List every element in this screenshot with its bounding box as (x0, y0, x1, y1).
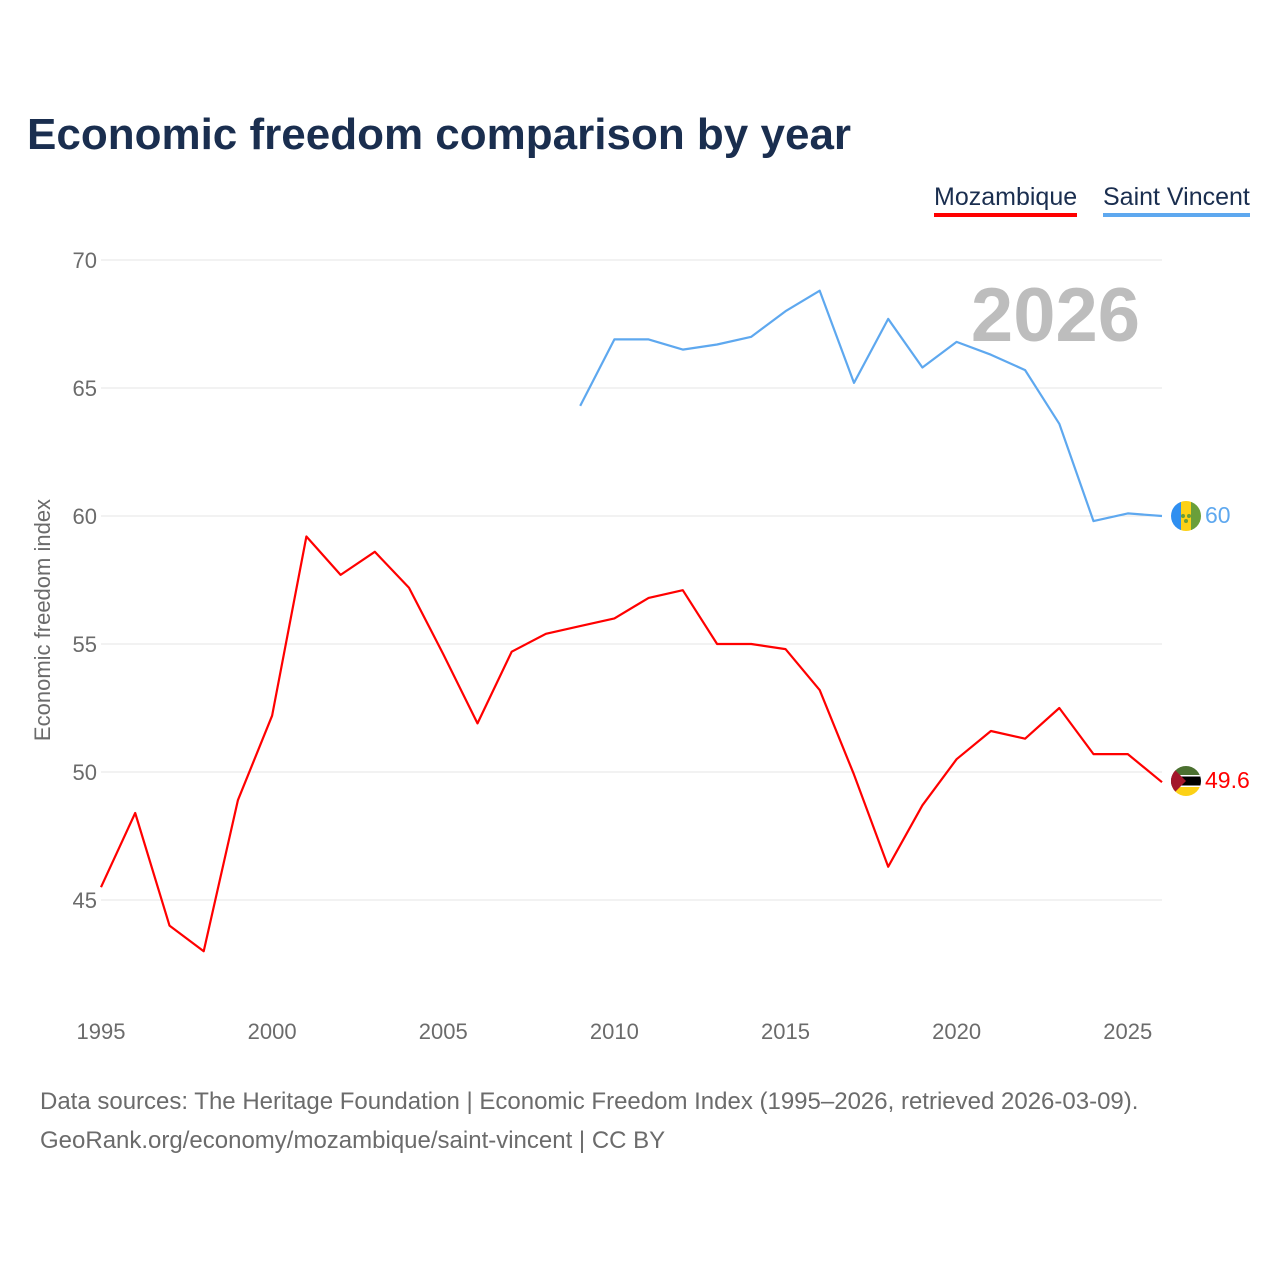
year-watermark: 2026 (971, 273, 1140, 358)
data-point[interactable] (166, 923, 172, 929)
data-point[interactable] (748, 641, 754, 647)
legend-saint-vincent[interactable]: Saint Vincent (1103, 183, 1250, 217)
data-point[interactable] (783, 646, 789, 652)
x-tick-label: 2000 (248, 1019, 297, 1044)
y-tick-label: 55 (73, 632, 97, 657)
data-point[interactable] (611, 615, 617, 621)
data-point[interactable] (406, 585, 412, 591)
data-point[interactable] (680, 587, 686, 593)
data-point[interactable] (577, 623, 583, 629)
y-tick-label: 60 (73, 504, 97, 529)
data-point[interactable] (303, 533, 309, 539)
data-point[interactable] (1022, 367, 1028, 373)
data-point[interactable] (474, 720, 480, 726)
data-point[interactable] (1125, 510, 1131, 516)
data-point[interactable] (235, 797, 241, 803)
end-label-mozambique: 49.6 (1205, 767, 1250, 793)
data-point[interactable] (885, 864, 891, 870)
data-point[interactable] (440, 651, 446, 657)
data-point[interactable] (714, 341, 720, 347)
data-point[interactable] (783, 308, 789, 314)
data-point[interactable] (269, 713, 275, 719)
data-point[interactable] (646, 336, 652, 342)
data-point[interactable] (680, 347, 686, 353)
data-point[interactable] (988, 352, 994, 358)
series-line-mozambique[interactable] (100, 535, 1163, 953)
x-tick-label: 2020 (932, 1019, 981, 1044)
data-point[interactable] (611, 336, 617, 342)
data-point[interactable] (1125, 751, 1131, 757)
end-label-saint-vincent: 60 (1205, 502, 1231, 528)
y-tick-label: 65 (73, 376, 97, 401)
y-tick-label: 45 (73, 888, 97, 913)
footer-sources: Data sources: The Heritage Foundation | … (40, 1088, 1139, 1115)
data-point[interactable] (98, 884, 104, 890)
data-point[interactable] (988, 728, 994, 734)
saint-vincent-flag-icon (1171, 501, 1201, 531)
data-point[interactable] (885, 316, 891, 322)
series-line-saint-vincent[interactable] (579, 289, 1163, 523)
data-point[interactable] (851, 772, 857, 778)
footer-link[interactable]: GeoRank.org/economy/mozambique/saint-vin… (40, 1127, 666, 1154)
x-tick-label: 2010 (590, 1019, 639, 1044)
x-tick-label: 2005 (419, 1019, 468, 1044)
data-point[interactable] (1056, 705, 1062, 711)
data-point[interactable] (748, 334, 754, 340)
data-point[interactable] (851, 380, 857, 386)
data-point[interactable] (1091, 518, 1097, 524)
data-point[interactable] (1159, 779, 1165, 785)
data-point[interactable] (817, 687, 823, 693)
data-point[interactable] (509, 649, 515, 655)
data-point[interactable] (954, 339, 960, 345)
data-point[interactable] (919, 365, 925, 371)
data-point[interactable] (714, 641, 720, 647)
data-point[interactable] (543, 631, 549, 637)
data-point[interactable] (1022, 736, 1028, 742)
data-point[interactable] (577, 403, 583, 409)
data-point[interactable] (919, 802, 925, 808)
y-axis-label: Economic freedom index (30, 499, 55, 741)
data-point[interactable] (1056, 421, 1062, 427)
data-point[interactable] (132, 810, 138, 816)
data-point[interactable] (1091, 751, 1097, 757)
x-tick-label: 1995 (77, 1019, 126, 1044)
data-point[interactable] (646, 595, 652, 601)
data-point[interactable] (954, 756, 960, 762)
x-tick-label: 2025 (1103, 1019, 1152, 1044)
chart-title: Economic freedom comparison by year (27, 110, 852, 159)
y-tick-label: 70 (73, 248, 97, 273)
x-tick-label: 2015 (761, 1019, 810, 1044)
data-point[interactable] (817, 288, 823, 294)
data-point[interactable] (1159, 513, 1165, 519)
mozambique-flag-icon (1171, 766, 1201, 796)
data-point[interactable] (201, 948, 207, 954)
data-point[interactable] (338, 572, 344, 578)
data-point[interactable] (372, 549, 378, 555)
y-tick-label: 50 (73, 760, 97, 785)
legend-mozambique[interactable]: Mozambique (934, 183, 1078, 217)
